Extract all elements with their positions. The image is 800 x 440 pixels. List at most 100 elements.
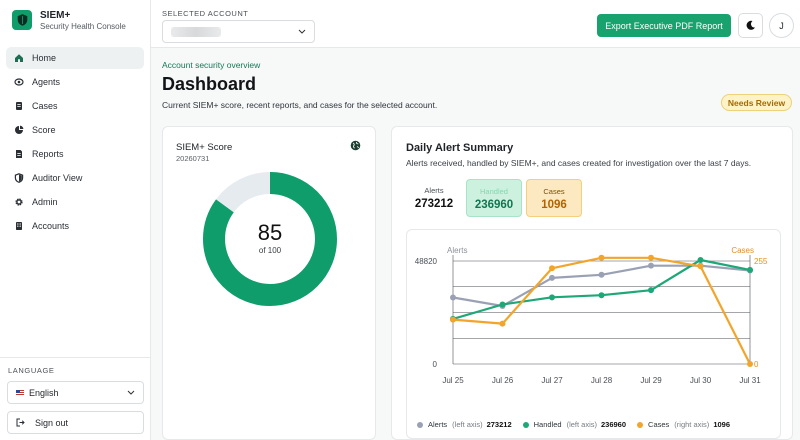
cases-stat: Cases 1096 [526,179,582,217]
data-point-handled [549,294,555,301]
status-badge: Needs Review [721,94,792,111]
legend-axis-note: (right axis) [674,420,710,429]
gear-icon [14,197,24,207]
brand: SIEM+ Security Health Console [0,0,150,40]
page-description: Current SIEM+ score, recent reports, and… [162,100,438,110]
data-point-cases [648,254,654,261]
export-pdf-button[interactable]: Export Executive PDF Report [597,14,731,37]
data-point-alerts [598,271,605,278]
account-select[interactable] [162,20,315,43]
chevron-down-icon [298,29,306,34]
x-axis-tick-label: Jul 27 [541,376,563,385]
right-axis-title: Cases [731,246,754,255]
data-point-cases [747,361,753,367]
top-bar: SELECTED ACCOUNT Export Executive PDF Re… [151,0,800,48]
us-flag-icon [16,389,24,396]
sidebar-item-home[interactable]: Home [6,47,144,69]
sidebar-item-score[interactable]: Score [6,119,144,141]
language-select[interactable]: English [7,381,144,404]
sidebar-item-admin[interactable]: Admin [6,191,144,213]
language-value: English [29,387,59,398]
chart-legend: Alerts (left axis) 273212 Handled (left … [417,420,741,429]
data-point-cases [549,265,555,272]
legend-item-alerts: Alerts (left axis) 273212 [417,420,512,429]
data-point-alerts [450,294,456,301]
sidebar-item-label: Accounts [32,221,70,231]
language-label: LANGUAGE [8,366,55,375]
data-point-handled [648,287,654,294]
legend-total: 236960 [601,420,627,429]
sidebar-item-label: Admin [32,197,58,207]
x-axis-tick-label: Jul 31 [739,376,761,385]
x-axis-tick-label: Jul 29 [640,376,662,385]
sidebar-item-label: Home [32,53,57,63]
sidebar-item-cases[interactable]: Cases [6,95,144,117]
alerts-stat: Alerts 273212 [406,179,462,217]
data-point-alerts [648,262,654,269]
legend-dot [522,421,529,428]
data-point-handled [499,301,506,308]
breadcrumb[interactable]: Account security overview [162,60,261,70]
sidebar-item-accounts[interactable]: Accounts [6,215,144,237]
series-line-alerts [452,264,751,308]
score-out-of: of 100 [258,246,282,255]
score-title: SIEM+ Score [176,142,233,153]
sidebar: SIEM+ Security Health Console Home Agent… [0,0,151,440]
globe-icon[interactable] [350,140,361,151]
data-point-handled [747,266,753,273]
score-value: 85 [257,220,283,245]
x-axis-tick-label: Jul 28 [591,376,613,385]
alerts-stat-label: Alerts [424,186,444,195]
alerts-stat-value: 273212 [414,198,454,210]
score-card: SIEM+ Score 20260731 85 of 100 [162,126,376,440]
x-axis-tick-label: Jul 25 [442,376,464,385]
legend-dot [417,421,423,428]
sign-out-icon [16,418,25,427]
data-point-handled [697,256,704,263]
chevron-down-icon [127,390,135,395]
sidebar-item-reports[interactable]: Reports [6,143,144,165]
sign-out-label: Sign out [35,417,69,428]
data-point-handled [598,292,605,299]
sidebar-item-label: Score [32,125,56,135]
selected-account-label: SELECTED ACCOUNT [162,9,249,18]
redacted-account-name [171,26,221,37]
shield-icon [14,173,24,183]
data-point-alerts [549,274,555,281]
cases-icon [14,101,24,111]
brand-logo-icon [12,10,32,30]
handled-stat: Handled 236960 [466,179,522,217]
sidebar-item-auditor-view[interactable]: Auditor View [6,167,144,189]
user-avatar[interactable]: J [769,13,794,38]
series-line-handled [452,258,751,320]
data-point-cases [697,263,704,270]
handled-stat-label: Handled [480,187,508,196]
legend-axis-note: (left axis) [566,420,597,429]
score-donut-chart [203,172,337,306]
alert-summary-description: Alerts received, handled by SIEM+, and c… [406,158,752,168]
right-axis-tick: 0 [754,360,759,369]
chart-canvas: Alerts Cases 48820 0 255 0 Jul 25 Jul 26 Jul 27 J… [415,246,768,385]
sign-out-button[interactable]: Sign out [7,411,144,434]
legend-total: 273212 [486,420,512,429]
sidebar-item-label: Agents [32,77,61,87]
left-axis-tick: 48820 [415,257,438,266]
home-icon [14,53,24,63]
handled-stat-value: 236960 [474,199,514,211]
legend-dot [637,421,644,428]
alert-line-chart: Alerts Cases 48820 0 255 0 Jul 25 Jul 26 Jul 27 J… [406,229,781,439]
sidebar-item-label: Cases [32,101,58,111]
legend-item-cases: Cases (right axis) 1096 [637,420,730,429]
moon-icon [746,20,755,30]
legend-series-name: Handled [533,420,562,429]
daily-alert-summary-card: Daily Alert Summary Alerts received, han… [391,126,793,440]
brand-name: SIEM+ [40,9,71,21]
legend-total: 1096 [713,420,730,429]
cases-stat-label: Cases [543,187,565,196]
theme-toggle-button[interactable] [738,13,763,38]
legend-axis-note: (left axis) [452,420,483,429]
left-axis-title: Alerts [447,246,467,255]
sidebar-item-agents[interactable]: Agents [6,71,144,93]
sidebar-item-label: Reports [32,149,64,159]
data-point-cases [450,316,456,323]
